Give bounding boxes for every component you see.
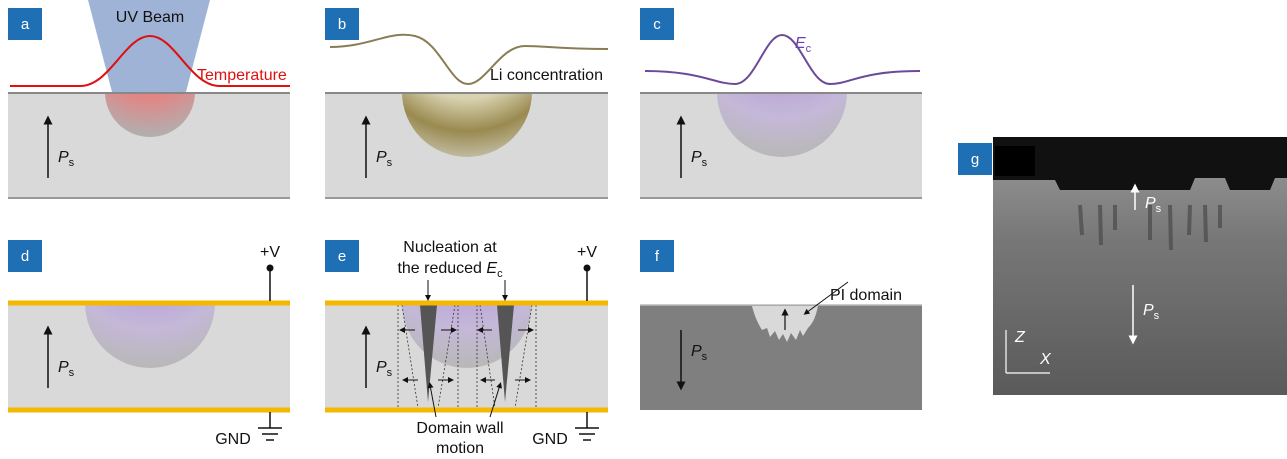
panel-g: Ps Ps Z X bbox=[993, 137, 1287, 395]
voltage-label: +V bbox=[260, 244, 280, 261]
pi-domain-label: PI domain bbox=[830, 287, 902, 304]
panel-label: d bbox=[21, 248, 29, 265]
gnd-label: GND bbox=[215, 431, 251, 448]
panel-b: Li concentration Ps bbox=[325, 27, 608, 198]
panel-label: e bbox=[338, 248, 346, 265]
temperature-label: Temperature bbox=[197, 67, 287, 84]
panel-label: g bbox=[971, 151, 979, 168]
panel-label: c bbox=[653, 16, 661, 33]
panel-label: a bbox=[21, 16, 30, 33]
li-label: Li concentration bbox=[490, 67, 603, 84]
axis-z: Z bbox=[1014, 329, 1026, 346]
beam-label: UV Beam bbox=[116, 9, 184, 26]
panel-d: +V GND Ps bbox=[8, 238, 290, 448]
wall-label: Domain wall bbox=[416, 420, 503, 437]
gnd-label: GND bbox=[532, 431, 568, 448]
nucleation-label: the reduced Ec bbox=[397, 260, 503, 280]
panel-label: b bbox=[338, 16, 346, 33]
panel-e: Nucleation at the reduced Ec Domain wall… bbox=[325, 238, 608, 457]
axis-x: X bbox=[1039, 351, 1052, 368]
ec-label: Ec bbox=[795, 35, 812, 55]
panel-a: UV Beam Temperature Ps bbox=[8, 0, 290, 198]
panel-c: Ec Ps bbox=[640, 27, 922, 198]
panel-f: PI domain Ps bbox=[640, 282, 922, 410]
nucleation-label: Nucleation at bbox=[403, 239, 497, 256]
figure: UV Beam Temperature Ps Li concentration … bbox=[0, 0, 1287, 459]
voltage-label: +V bbox=[577, 244, 597, 261]
wall-label: motion bbox=[436, 440, 484, 457]
